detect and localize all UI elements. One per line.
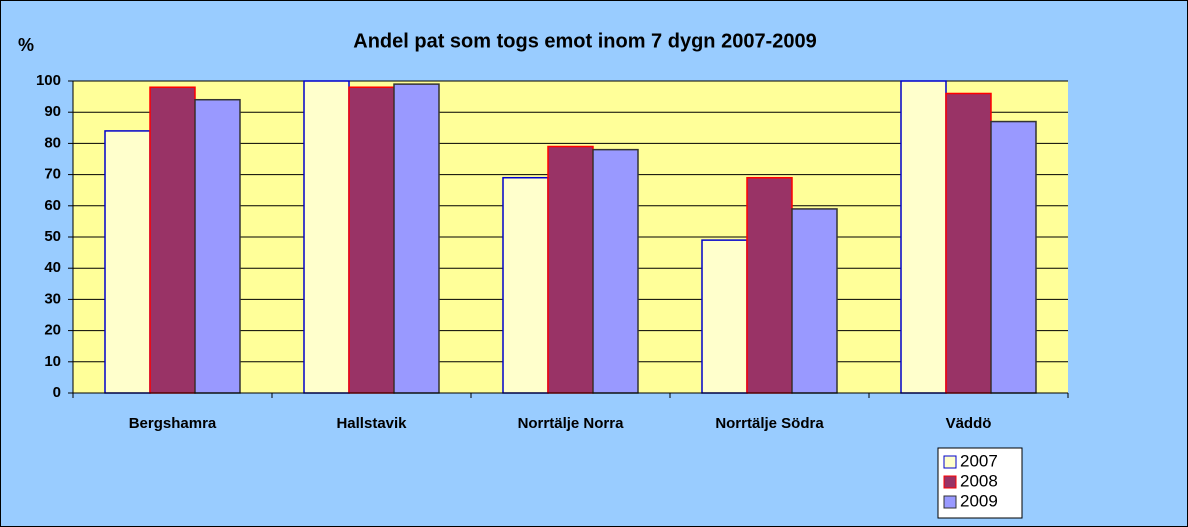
bar: [746, 176, 793, 394]
y-tick-label: 30: [44, 290, 61, 307]
bar: [502, 176, 549, 394]
legend-label: 2007: [960, 451, 998, 470]
y-tick-label: 20: [44, 322, 61, 339]
x-tick-label: Väddö: [946, 415, 992, 432]
y-axis-label: %: [18, 35, 34, 55]
bar: [104, 130, 151, 394]
y-tick-label: 60: [44, 197, 61, 214]
bar: [990, 120, 1037, 394]
x-tick-label: Norrtälje Södra: [715, 415, 824, 432]
y-tick-label: 80: [44, 134, 61, 151]
legend-swatch: [943, 495, 957, 509]
y-tick-label: 90: [44, 103, 61, 120]
bar: [303, 80, 350, 394]
bar: [592, 148, 639, 394]
y-tick-label: 70: [44, 166, 61, 183]
bar: [945, 92, 992, 394]
chart-title: Andel pat som togs emot inom 7 dygn 2007…: [353, 30, 816, 52]
legend-label: 2009: [960, 491, 998, 510]
x-tick-label: Bergshamra: [129, 415, 217, 432]
bar: [348, 86, 395, 394]
bar: [791, 208, 838, 394]
bar: [900, 80, 947, 394]
y-tick-label: 50: [44, 228, 61, 245]
bar: [194, 98, 241, 394]
y-tick-label: 100: [36, 72, 61, 89]
legend-label: 2008: [960, 471, 998, 490]
bar: [547, 145, 594, 394]
x-tick-label: Norrtälje Norra: [518, 415, 625, 432]
legend-swatch: [943, 455, 957, 469]
bar: [701, 239, 748, 394]
y-tick-label: 10: [44, 353, 61, 370]
y-tick-label: 40: [44, 259, 61, 276]
x-tick-label: Hallstavik: [336, 415, 407, 432]
bar: [393, 83, 440, 394]
legend-swatch: [943, 475, 957, 489]
bar: [149, 86, 196, 394]
y-tick-label: 0: [53, 384, 61, 401]
